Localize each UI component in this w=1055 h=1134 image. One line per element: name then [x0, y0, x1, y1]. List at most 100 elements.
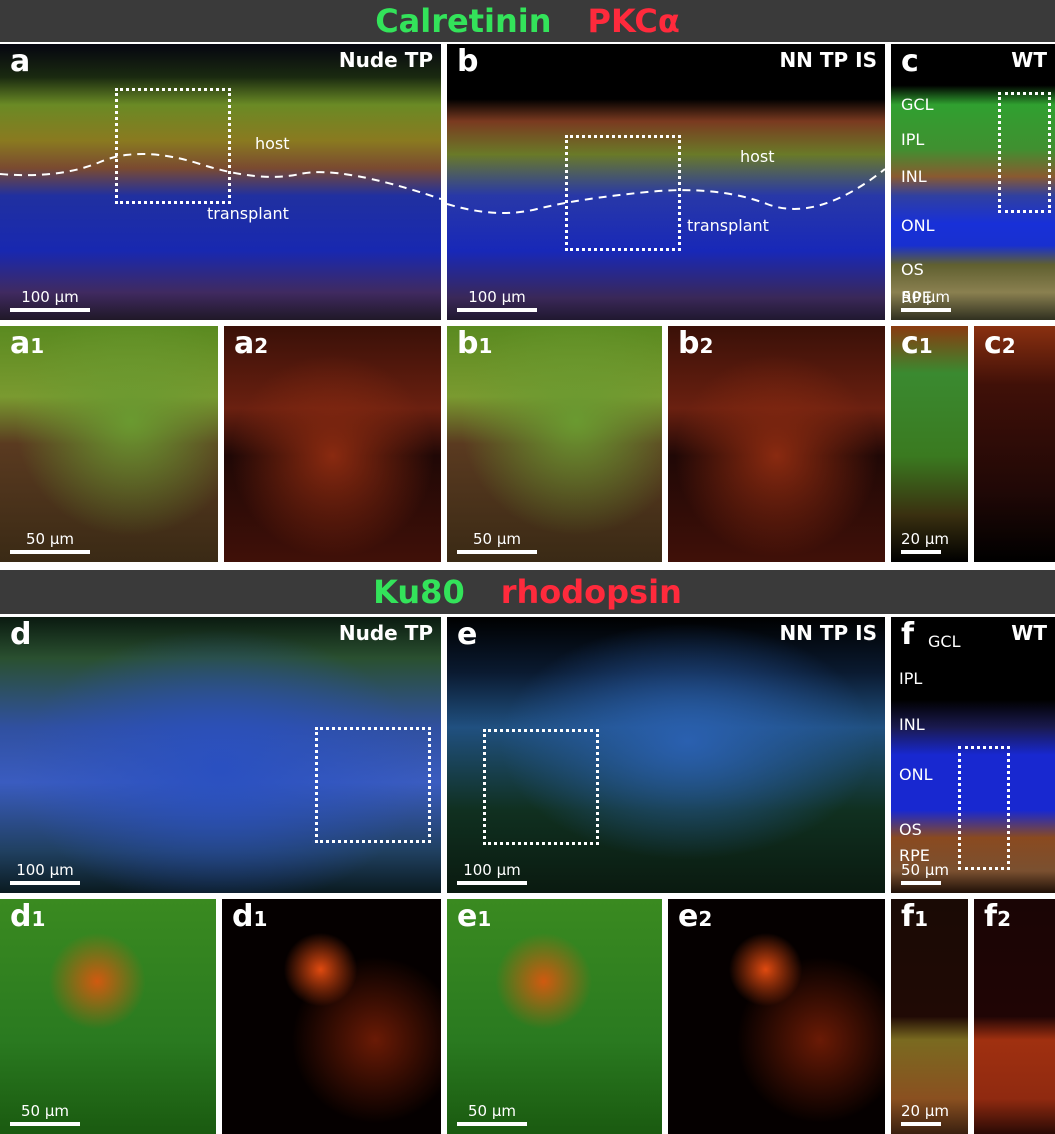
panel-label: d1	[10, 899, 45, 934]
scale-text: 50 µm	[901, 288, 950, 306]
panel-label: a	[10, 44, 30, 79]
scale-text: 20 µm	[901, 1102, 950, 1120]
panel-letter: e	[457, 899, 478, 934]
scale-text: 100 µm	[21, 288, 79, 306]
panel-label: f2	[984, 899, 1011, 934]
panel-letter: c	[901, 44, 919, 79]
scale-bar: 100 µm	[457, 288, 537, 312]
panel-label: b	[457, 44, 478, 79]
dashed-boundary	[0, 152, 441, 200]
scale-line	[901, 881, 941, 885]
stain-label: rhodopsin	[500, 573, 682, 611]
scale-bar: 20 µm	[901, 1102, 949, 1126]
inset-box	[315, 727, 431, 843]
panel-label: a2	[234, 326, 268, 361]
stain-label: PKCα	[587, 2, 680, 40]
annotation: host	[255, 134, 290, 153]
image-panel: a2	[224, 326, 441, 562]
inset-box	[565, 135, 681, 251]
panel-letter: a	[10, 326, 31, 361]
boundary-line	[447, 168, 885, 214]
image-panel: d1	[222, 899, 441, 1134]
scale-text: 50 µm	[472, 530, 521, 548]
annotation: RPE	[899, 846, 930, 865]
panel-letter: b	[457, 326, 479, 361]
annotation: host	[740, 147, 775, 166]
annotation: GCL	[928, 632, 961, 651]
annotation: transplant	[207, 204, 289, 223]
panel-subscript: 1	[31, 907, 46, 931]
image-panel: f1 20 µm	[891, 899, 968, 1134]
panel-letter: b	[457, 44, 479, 79]
panel-letter: c	[984, 326, 1002, 361]
scale-bar: 100 µm	[10, 861, 80, 885]
image-panel: b2	[668, 326, 885, 562]
scale-line	[10, 881, 80, 885]
annotation: IPL	[901, 130, 925, 149]
dashed-boundary	[447, 168, 885, 214]
stain-label: Calretinin	[375, 2, 552, 40]
panel-letter: a	[234, 326, 255, 361]
image-panel: c WT GCL IPL INL ONL OS RPE 50 µm	[891, 44, 1055, 320]
panel-letter: f	[984, 899, 998, 934]
scale-line	[10, 1122, 80, 1126]
panel-letter: d	[10, 899, 32, 934]
annotation: ONL	[901, 216, 935, 235]
panel-subscript: 1	[914, 907, 928, 931]
scale-bar: 50 µm	[10, 530, 90, 554]
panel-letter: c	[901, 326, 919, 361]
panel-subscript: 2	[699, 334, 714, 358]
scale-text: 100 µm	[463, 861, 521, 879]
scale-bar: 50 µm	[10, 1102, 80, 1126]
scale-bar: 50 µm	[901, 288, 951, 312]
scale-bar: 20 µm	[901, 530, 949, 554]
panel-letter: e	[678, 899, 699, 934]
panel-tag: WT	[1011, 48, 1047, 72]
panel-letter: f	[901, 899, 915, 934]
image-panel: e1 50 µm	[447, 899, 662, 1134]
panel-letter: d	[10, 617, 32, 652]
scale-line	[457, 550, 537, 554]
panel-label: c2	[984, 326, 1016, 361]
panel-subscript: 2	[1001, 334, 1016, 358]
annotation: INL	[901, 167, 927, 186]
image-panel: d1 50 µm	[0, 899, 216, 1134]
panel-label: f	[901, 617, 914, 652]
panel-label: a1	[10, 326, 44, 361]
panel-subscript: 1	[918, 334, 933, 358]
scale-bar: 50 µm	[457, 530, 537, 554]
scale-text: 50 µm	[901, 861, 950, 879]
header-bar: Ku80 rhodopsin	[0, 570, 1055, 614]
scale-bar: 100 µm	[10, 288, 90, 312]
panel-tag: NN TP IS	[779, 621, 877, 645]
image-panel: a Nude TP host transplant 100 µm	[0, 44, 441, 320]
image-panel: b1 50 µm	[447, 326, 662, 562]
stain-label: Ku80	[373, 573, 465, 611]
scale-line	[457, 881, 527, 885]
scale-text: 50 µm	[20, 1102, 69, 1120]
scale-bar: 100 µm	[457, 861, 527, 885]
image-panel: f WT GCL IPL INL ONL OS RPE 50 µm	[891, 617, 1055, 893]
image-panel: a1 50 µm	[0, 326, 218, 562]
panel-subscript: 1	[478, 334, 493, 358]
annotation: RPE	[901, 288, 932, 307]
inset-box	[998, 92, 1051, 213]
panel-subscript: 1	[253, 907, 268, 931]
panel-label: e2	[678, 899, 712, 934]
panel-label: c	[901, 44, 919, 79]
annotation: transplant	[687, 216, 769, 235]
panel-tag: Nude TP	[338, 48, 433, 72]
scale-line	[457, 1122, 527, 1126]
header-bar: Calretinin PKCα	[0, 0, 1055, 42]
panel-label: d1	[232, 899, 267, 934]
inset-box	[115, 88, 231, 204]
image-panel: c1 20 µm	[891, 326, 968, 562]
panel-label: b1	[457, 326, 492, 361]
scale-text: 50 µm	[25, 530, 74, 548]
scale-text: 100 µm	[16, 861, 74, 879]
image-panel: d Nude TP 100 µm	[0, 617, 441, 893]
panel-letter: f	[901, 617, 915, 652]
panel-label: b2	[678, 326, 713, 361]
scale-line	[10, 308, 90, 312]
scale-line	[901, 308, 951, 312]
